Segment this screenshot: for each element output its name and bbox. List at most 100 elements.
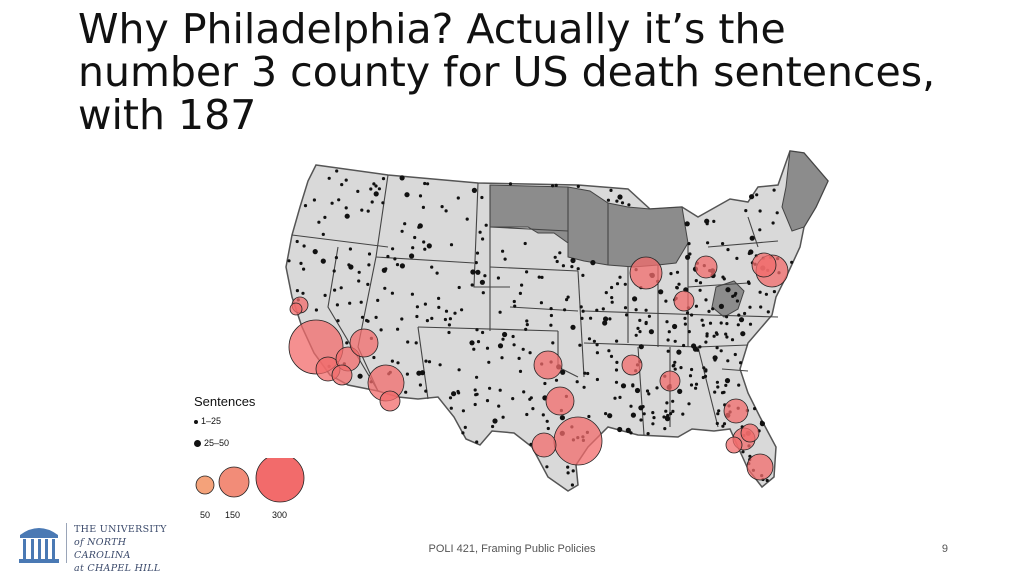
county-dot bbox=[475, 392, 479, 396]
county-dot bbox=[438, 363, 442, 367]
county-dot bbox=[549, 323, 553, 327]
county-dot bbox=[491, 424, 495, 429]
county-dot bbox=[625, 313, 629, 317]
county-dot bbox=[724, 378, 731, 384]
county-dot bbox=[737, 383, 741, 387]
county-dot bbox=[430, 265, 434, 269]
county-dot bbox=[615, 282, 620, 286]
county-dot bbox=[716, 412, 720, 416]
county-dot bbox=[726, 359, 730, 363]
county-dot bbox=[576, 184, 580, 188]
county-dot bbox=[345, 341, 349, 345]
bubble-50 bbox=[195, 475, 215, 495]
county-bubble bbox=[740, 423, 760, 443]
county-dot bbox=[404, 390, 408, 394]
county-dot bbox=[603, 316, 609, 322]
county-dot bbox=[677, 388, 683, 394]
county-dot bbox=[715, 380, 719, 384]
county-dot bbox=[518, 291, 522, 295]
county-dot bbox=[396, 361, 400, 365]
county-bubble bbox=[331, 364, 353, 386]
county-dot bbox=[721, 424, 725, 428]
county-dot bbox=[652, 416, 656, 420]
county-dot bbox=[524, 327, 528, 331]
county-dot bbox=[672, 323, 678, 330]
county-dot bbox=[725, 335, 729, 339]
county-dot bbox=[651, 422, 655, 426]
county-dot bbox=[725, 322, 729, 326]
county-dot bbox=[587, 337, 592, 341]
county-dot bbox=[460, 308, 464, 312]
county-dot bbox=[758, 228, 762, 232]
county-dot bbox=[498, 310, 502, 314]
county-dot bbox=[348, 264, 354, 270]
county-dot bbox=[618, 395, 622, 399]
county-dot bbox=[390, 359, 394, 363]
map-svg bbox=[285, 150, 829, 492]
county-dot bbox=[690, 313, 694, 317]
region-new-england bbox=[781, 150, 829, 232]
county-dot bbox=[715, 346, 719, 350]
county-dot bbox=[337, 198, 341, 202]
county-dot bbox=[497, 404, 501, 408]
county-dot bbox=[312, 198, 316, 202]
county-dot bbox=[725, 315, 729, 319]
county-dot bbox=[759, 305, 763, 309]
county-dot bbox=[698, 281, 703, 285]
county-dot bbox=[457, 368, 461, 372]
county-dot bbox=[704, 368, 708, 372]
county-dot bbox=[712, 219, 716, 223]
county-dot bbox=[340, 183, 344, 187]
legend-title: Sentences bbox=[194, 394, 256, 409]
us-death-sentence-map bbox=[278, 147, 838, 495]
county-dot bbox=[719, 349, 723, 353]
county-dot bbox=[501, 249, 505, 253]
county-dot bbox=[344, 206, 348, 210]
county-dot bbox=[608, 317, 612, 321]
county-dot bbox=[563, 308, 567, 312]
county-dot bbox=[623, 282, 627, 286]
county-dot bbox=[457, 285, 461, 290]
county-dot bbox=[425, 319, 429, 323]
county-dot bbox=[411, 246, 415, 250]
county-dot bbox=[737, 313, 741, 317]
county-dot bbox=[312, 249, 318, 255]
county-dot bbox=[511, 334, 515, 339]
county-dot bbox=[413, 235, 417, 240]
county-bubble bbox=[694, 255, 718, 279]
county-dot bbox=[701, 323, 705, 327]
county-dot bbox=[561, 264, 565, 268]
county-dot bbox=[566, 295, 570, 299]
county-dot bbox=[323, 293, 327, 297]
county-dot bbox=[332, 269, 336, 273]
county-dot bbox=[706, 241, 710, 245]
county-dot bbox=[758, 290, 762, 294]
county-dot bbox=[545, 465, 549, 469]
county-dot bbox=[417, 223, 423, 229]
county-dot bbox=[664, 409, 668, 413]
county-dot bbox=[508, 182, 513, 186]
county-dot bbox=[372, 182, 376, 186]
county-dot bbox=[409, 253, 415, 259]
county-dot bbox=[357, 373, 363, 379]
county-dot bbox=[485, 399, 490, 403]
county-dot bbox=[502, 331, 508, 338]
county-dot bbox=[553, 255, 557, 259]
county-dot bbox=[485, 346, 490, 350]
county-dot bbox=[501, 415, 505, 419]
county-dot bbox=[356, 189, 360, 193]
bubble-label-50: 50 bbox=[200, 510, 211, 520]
county-dot bbox=[560, 369, 566, 375]
county-dot bbox=[578, 343, 582, 347]
county-dot bbox=[662, 415, 666, 419]
county-dot bbox=[688, 374, 693, 378]
county-dot bbox=[492, 418, 498, 424]
county-dot bbox=[451, 391, 457, 397]
county-dot bbox=[627, 203, 631, 207]
county-dot bbox=[687, 330, 691, 334]
county-dot bbox=[360, 315, 365, 319]
county-dot bbox=[614, 380, 619, 384]
county-dot bbox=[302, 244, 306, 248]
county-dot bbox=[314, 308, 318, 312]
county-dot bbox=[424, 389, 428, 393]
